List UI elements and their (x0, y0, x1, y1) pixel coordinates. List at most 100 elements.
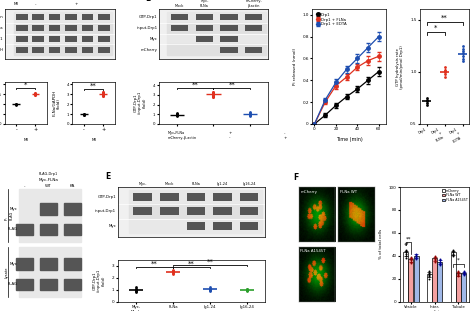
Bar (64, 279, 81, 290)
Point (441, 67, 448, 72)
Text: Ig1-24: Ig1-24 (217, 182, 228, 186)
Point (423, 98, 430, 103)
Point (423, 103, 430, 108)
Bar (99, 14, 110, 20)
Point (173, 112, 181, 117)
Text: FLNa A1545T: FLNa A1545T (301, 249, 326, 253)
Point (431, 254, 438, 259)
Point (243, 286, 251, 291)
Point (12, 102, 20, 107)
Text: **: ** (441, 15, 448, 21)
Point (173, 113, 181, 118)
Point (32, 93, 39, 98)
Point (206, 286, 214, 291)
Text: **: ** (192, 81, 199, 88)
Text: input-Drp1: input-Drp1 (137, 26, 157, 30)
Text: FLAG: FLAG (8, 227, 18, 231)
Bar (14, 34, 112, 44)
Text: Myc: Myc (10, 207, 18, 211)
Point (431, 257, 438, 262)
Bar (16, 224, 33, 235)
Point (173, 111, 181, 116)
Legend: mCherry, FLNa WT, FLNa A1545T: mCherry, FLNa WT, FLNa A1545T (442, 189, 468, 202)
Legend: Drp1, Drp1 + FLNa, Drp1 + EDTA: Drp1, Drp1 + FLNa, Drp1 + EDTA (314, 11, 348, 28)
Point (206, 289, 214, 294)
Bar (213, 207, 232, 215)
Text: -: - (174, 132, 176, 136)
Bar (14, 12, 112, 23)
Point (132, 285, 140, 290)
Bar (133, 193, 152, 201)
Bar (414, 256, 419, 302)
Bar (240, 193, 258, 201)
Text: FLAG: FLAG (8, 282, 18, 286)
Point (412, 252, 420, 257)
Point (132, 287, 140, 292)
Point (132, 287, 140, 292)
Point (210, 93, 217, 98)
Bar (65, 47, 77, 53)
Bar (167, 34, 266, 44)
Bar (427, 274, 432, 302)
Bar (245, 25, 263, 31)
Point (426, 268, 433, 273)
Bar (16, 279, 33, 290)
Point (436, 257, 444, 262)
Point (402, 250, 410, 255)
Text: Myc-FLNa: Myc-FLNa (167, 132, 184, 136)
Bar (187, 222, 205, 230)
Point (132, 288, 140, 293)
Y-axis label: GTP-Drp1
/input-Drp1
(fold): GTP-Drp1 /input-Drp1 (fold) (134, 92, 147, 114)
Bar (171, 25, 188, 31)
Bar (99, 36, 110, 42)
Point (459, 54, 466, 59)
Text: GTP-Drp1: GTP-Drp1 (98, 195, 116, 199)
Point (402, 253, 410, 258)
Point (426, 271, 433, 276)
Text: IP:
FLAG: IP: FLAG (5, 211, 13, 220)
Bar (40, 279, 57, 290)
Point (460, 268, 467, 273)
Bar (19, 247, 81, 297)
Point (169, 267, 177, 272)
Bar (129, 204, 263, 219)
Point (210, 92, 217, 97)
Point (459, 57, 466, 62)
Bar (16, 47, 27, 53)
Point (460, 269, 467, 274)
Text: MI: MI (14, 2, 18, 6)
Bar (220, 47, 238, 53)
Point (459, 46, 466, 51)
Point (423, 99, 430, 104)
Text: **: ** (406, 236, 411, 241)
Point (423, 95, 430, 100)
Point (455, 273, 462, 278)
Point (455, 272, 462, 277)
Bar (82, 25, 93, 31)
Point (210, 91, 217, 96)
Point (132, 289, 140, 294)
Point (431, 256, 438, 261)
Point (460, 271, 467, 276)
Point (449, 249, 457, 254)
Point (459, 43, 466, 48)
Bar (40, 224, 57, 235)
Point (426, 274, 433, 279)
Text: +: + (228, 132, 232, 136)
Point (243, 289, 251, 294)
Bar (82, 14, 93, 20)
Point (173, 112, 181, 117)
Point (99, 93, 107, 98)
Bar (196, 14, 213, 20)
Point (459, 51, 466, 56)
Bar (49, 36, 61, 42)
Text: GAPDH: GAPDH (0, 48, 4, 52)
Bar (160, 193, 179, 201)
X-axis label: MI: MI (91, 138, 96, 142)
Point (12, 102, 20, 107)
Text: **: ** (151, 261, 158, 267)
Point (246, 113, 254, 118)
Bar (64, 258, 81, 270)
Point (12, 101, 20, 106)
Point (431, 253, 438, 258)
